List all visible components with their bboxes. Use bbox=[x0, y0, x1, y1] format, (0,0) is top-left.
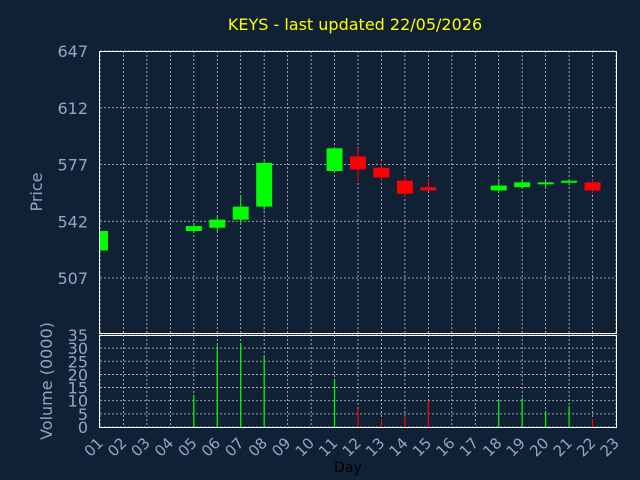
volume-tick-label: 35 bbox=[68, 326, 88, 345]
candle-body bbox=[100, 230, 108, 251]
price-tick-labels: 507 542 577 612 647 bbox=[57, 42, 88, 288]
day-tick-label: 22 bbox=[573, 434, 599, 460]
day-tick-label: 12 bbox=[339, 434, 365, 460]
day-tick-label: 21 bbox=[550, 434, 576, 460]
candle-body bbox=[537, 182, 554, 185]
chart-title: KEYS - last updated 22/05/2026 bbox=[228, 15, 482, 34]
day-axis-label: Day bbox=[334, 460, 362, 476]
day-tick-label: 07 bbox=[221, 434, 247, 460]
price-tick-label: 647 bbox=[57, 42, 88, 61]
volume-bars bbox=[193, 342, 594, 427]
day-tick-label: 04 bbox=[151, 434, 177, 460]
candle-body bbox=[326, 148, 343, 171]
volume-tick-label: 5 bbox=[78, 405, 88, 424]
candle-body bbox=[584, 182, 601, 191]
day-tick-label: 01 bbox=[81, 434, 107, 460]
day-tick-label: 16 bbox=[432, 434, 458, 460]
candle-body bbox=[396, 180, 413, 194]
candle-05 bbox=[185, 222, 202, 233]
candle-20 bbox=[537, 180, 554, 188]
candle-body bbox=[373, 167, 390, 178]
price-axis-label: Price bbox=[27, 172, 46, 211]
candle-22 bbox=[584, 179, 601, 194]
candle-body bbox=[561, 180, 578, 183]
day-tick-label: 02 bbox=[104, 434, 130, 460]
candle-01 bbox=[100, 230, 108, 251]
volume-tick-label: 15 bbox=[68, 379, 88, 398]
candle-18 bbox=[490, 179, 507, 193]
volume-tick-label: 10 bbox=[68, 392, 88, 411]
day-tick-label: 20 bbox=[526, 434, 552, 460]
day-tick-label: 19 bbox=[503, 434, 529, 460]
volume-tick-label: 0 bbox=[78, 418, 88, 437]
day-tick-label: 05 bbox=[174, 434, 200, 460]
candle-body bbox=[256, 162, 273, 207]
candle-14 bbox=[396, 175, 413, 197]
candle-11 bbox=[326, 148, 343, 173]
day-tick-labels: 0102030405060708091011121314151617181920… bbox=[81, 434, 623, 460]
candles bbox=[100, 148, 601, 251]
day-tick-label: 03 bbox=[128, 434, 154, 460]
day-tick-label: 18 bbox=[479, 434, 505, 460]
candle-08 bbox=[256, 161, 273, 210]
candle-body bbox=[514, 182, 531, 188]
day-tick-label: 23 bbox=[597, 434, 623, 460]
volume-plot-frame bbox=[99, 335, 617, 428]
candle-12 bbox=[350, 148, 366, 183]
price-tick-label: 507 bbox=[57, 269, 88, 288]
volume-tick-label: 20 bbox=[68, 365, 88, 384]
candle-07 bbox=[232, 195, 249, 223]
day-tick-label: 09 bbox=[268, 434, 294, 460]
candle-13 bbox=[373, 162, 390, 181]
volume-tick-label: 25 bbox=[68, 352, 88, 371]
candle-21 bbox=[561, 179, 578, 186]
price-tick-label: 542 bbox=[57, 212, 88, 231]
candle-body bbox=[209, 219, 226, 228]
candle-06 bbox=[209, 216, 226, 231]
day-tick-label: 13 bbox=[362, 434, 388, 460]
candle-15 bbox=[420, 179, 437, 191]
day-tick-label: 14 bbox=[386, 434, 412, 460]
candle-body bbox=[232, 206, 249, 220]
day-tick-label: 17 bbox=[456, 434, 482, 460]
candle-body bbox=[185, 226, 202, 231]
price-tick-label: 612 bbox=[57, 99, 88, 118]
day-tick-label: 08 bbox=[245, 434, 271, 460]
volume-axis-label: Volume (0000) bbox=[37, 322, 56, 440]
volume-tick-label: 30 bbox=[68, 339, 88, 358]
price-grid bbox=[99, 50, 617, 334]
candle-body bbox=[490, 185, 507, 191]
candle-19 bbox=[514, 180, 531, 189]
day-tick-label: 10 bbox=[292, 434, 318, 460]
day-tick-label: 06 bbox=[198, 434, 224, 460]
candle-body bbox=[350, 156, 366, 170]
day-tick-label: 11 bbox=[315, 434, 341, 460]
candle-body bbox=[420, 187, 437, 191]
price-tick-label: 577 bbox=[57, 156, 88, 175]
day-tick-label: 15 bbox=[409, 434, 435, 460]
price-plot-frame bbox=[99, 51, 617, 334]
